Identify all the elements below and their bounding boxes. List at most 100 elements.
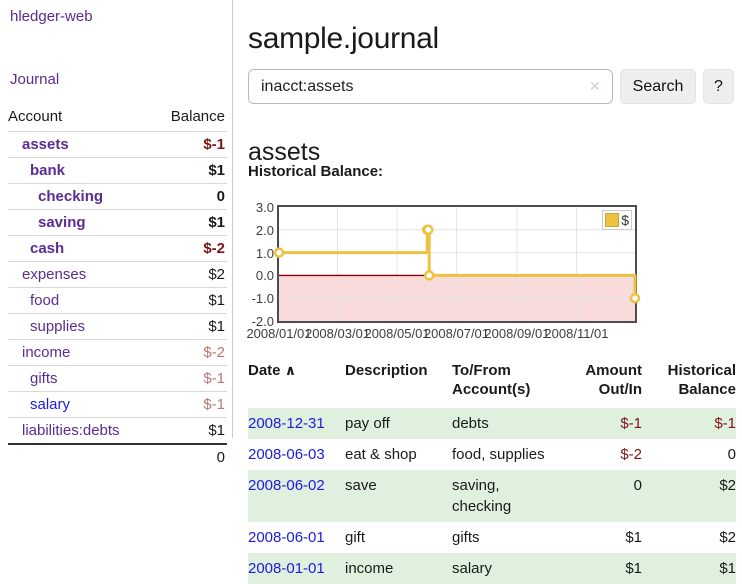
transaction-balance: 0 — [727, 445, 736, 463]
y-axis-tick-label: 3.0 — [255, 200, 274, 215]
sidebar-item-journal[interactable]: Journal — [10, 71, 60, 88]
account-row: cash $-2 — [8, 235, 227, 262]
account-balance: $2 — [153, 261, 227, 288]
account-balance: $1 — [153, 157, 227, 184]
accounts-column-header: Account — [8, 108, 63, 125]
chart-plot-area[interactable]: $ — [273, 205, 641, 323]
transaction-date-link[interactable]: 2008-06-02 — [248, 476, 325, 494]
x-axis-tick-label: 2008/11/01 — [544, 326, 609, 341]
transaction-description: save — [345, 469, 452, 522]
account-link[interactable]: liabilities:debts — [22, 422, 120, 439]
account-row: supplies $1 — [8, 313, 227, 340]
x-axis-tick-label: 2008/07/01 — [423, 326, 490, 341]
column-header-balance[interactable]: Historical Balance — [667, 362, 736, 398]
page-title: sample.journal — [248, 22, 439, 56]
transaction-row: 2008-12-31 pay off debts $-1 $-1 — [248, 407, 736, 439]
transaction-row: 2008-06-03 eat & shop food, supplies $-2 0 — [248, 439, 736, 470]
transaction-description: gift — [345, 528, 366, 546]
account-balance: 0 — [153, 183, 227, 210]
transaction-amount: $-2 — [620, 445, 642, 463]
transaction-date-link[interactable]: 2008-06-01 — [248, 528, 325, 546]
account-row: salary $-1 — [8, 391, 227, 418]
search-input[interactable] — [248, 69, 613, 104]
account-cell: food — [8, 287, 154, 314]
help-button[interactable]: ? — [703, 69, 734, 104]
account-row: saving $1 — [8, 209, 227, 236]
x-axis-tick-label: 2008/01/01 — [246, 326, 312, 341]
account-link[interactable]: salary — [30, 396, 71, 413]
transaction-date-link[interactable]: 2008-01-01 — [248, 559, 325, 577]
account-link[interactable]: bank — [30, 162, 66, 179]
account-balance: $1 — [153, 287, 227, 314]
x-axis-tick-label: 2008/05/01 — [364, 326, 430, 341]
transaction-accounts: food, supplies — [452, 445, 545, 463]
transaction-description: pay off — [345, 407, 452, 439]
column-header-description[interactable]: Description — [345, 362, 428, 379]
account-row: checking 0 — [8, 183, 227, 210]
account-cell: cash — [8, 235, 154, 262]
account-balance: $-1 — [153, 131, 227, 158]
accounts-table: Account Balance assets $-1 bank $1 checking 0… — [8, 104, 227, 470]
column-header-amount[interactable]: Amount Out/In — [585, 362, 642, 398]
transaction-description: eat & shop — [345, 445, 417, 463]
account-balance: $-2 — [153, 235, 227, 262]
app-title-link[interactable]: hledger-web — [10, 8, 93, 25]
account-link[interactable]: income — [22, 344, 71, 361]
account-cell: liabilities:debts — [8, 417, 154, 444]
account-cell: checking — [8, 183, 154, 210]
account-row: assets $-1 — [8, 131, 227, 158]
historical-balance-chart: $ 3.0 2.0 1.0 0.0 -1.0 -2.0 2008/01/01 2008/03/… — [246, 200, 742, 345]
account-link[interactable]: expenses — [22, 266, 87, 283]
chart-heading: Historical Balance: — [248, 163, 384, 180]
account-link[interactable]: supplies — [30, 318, 86, 335]
y-axis-tick-label: 0.0 — [255, 268, 274, 284]
transaction-amount: $-1 — [556, 407, 642, 439]
account-balance: $-1 — [153, 365, 227, 392]
series-label: $ — [621, 212, 629, 228]
transaction-row: 2008-06-02 save saving, checking 0 $2 — [248, 469, 736, 522]
clear-search-icon[interactable]: ✕ — [589, 78, 601, 94]
x-axis-tick-label: 2008/09/01 — [484, 326, 550, 341]
account-heading: assets — [248, 137, 321, 166]
account-link[interactable]: assets — [22, 136, 69, 153]
transaction-accounts: gifts — [452, 528, 480, 546]
transaction-amount: 0 — [556, 469, 642, 522]
account-link[interactable]: cash — [30, 240, 65, 257]
account-link[interactable]: saving — [38, 214, 86, 231]
account-link[interactable]: checking — [38, 188, 104, 205]
account-balance: $1 — [153, 417, 227, 444]
transaction-date-link[interactable]: 2008-06-03 — [248, 445, 325, 463]
sidebar-divider — [232, 0, 233, 438]
transaction-date-cell: 2008-01-01 — [248, 552, 345, 584]
transaction-amount: $1 — [625, 528, 642, 546]
account-balance: $-2 — [153, 339, 227, 366]
accounts-total-row: 0 — [8, 443, 227, 470]
account-cell: bank — [8, 157, 154, 184]
transaction-accounts: saving, checking — [452, 469, 556, 522]
account-cell: gifts — [8, 365, 154, 392]
account-cell: supplies — [8, 313, 154, 340]
column-header-date[interactable]: Date ∧ — [248, 362, 297, 379]
main-content: sample.journal ✕ Search ? assets Histori… — [246, 0, 742, 584]
account-balance: $-1 — [153, 391, 227, 418]
transaction-row: 2008-06-01 gift gifts $1 $2 — [248, 522, 736, 553]
account-row: food $1 — [8, 287, 227, 314]
series-swatch-icon — [605, 213, 620, 227]
y-axis-tick-label: -1.0 — [251, 291, 274, 307]
transaction-date-link[interactable]: 2008-12-31 — [248, 414, 325, 432]
transaction-date-cell: 2008-12-31 — [248, 407, 345, 439]
transaction-date-cell: 2008-06-03 — [248, 439, 345, 470]
chart-legend: $ — [602, 210, 632, 230]
column-header-accounts[interactable]: To/From Account(s) — [452, 362, 531, 398]
accounts-total-balance: 0 — [153, 443, 227, 470]
account-cell: expenses — [8, 261, 154, 288]
transaction-amount: $1 — [556, 552, 642, 584]
account-link[interactable]: gifts — [30, 370, 58, 387]
account-row: bank $1 — [8, 157, 227, 184]
search-button[interactable]: Search — [620, 69, 696, 104]
accounts-header-row: Account Balance — [8, 104, 227, 132]
transaction-date-cell: 2008-06-02 — [248, 469, 345, 522]
account-link[interactable]: food — [30, 292, 60, 309]
account-row: liabilities:debts $1 — [8, 417, 227, 444]
account-cell: salary — [8, 391, 154, 418]
